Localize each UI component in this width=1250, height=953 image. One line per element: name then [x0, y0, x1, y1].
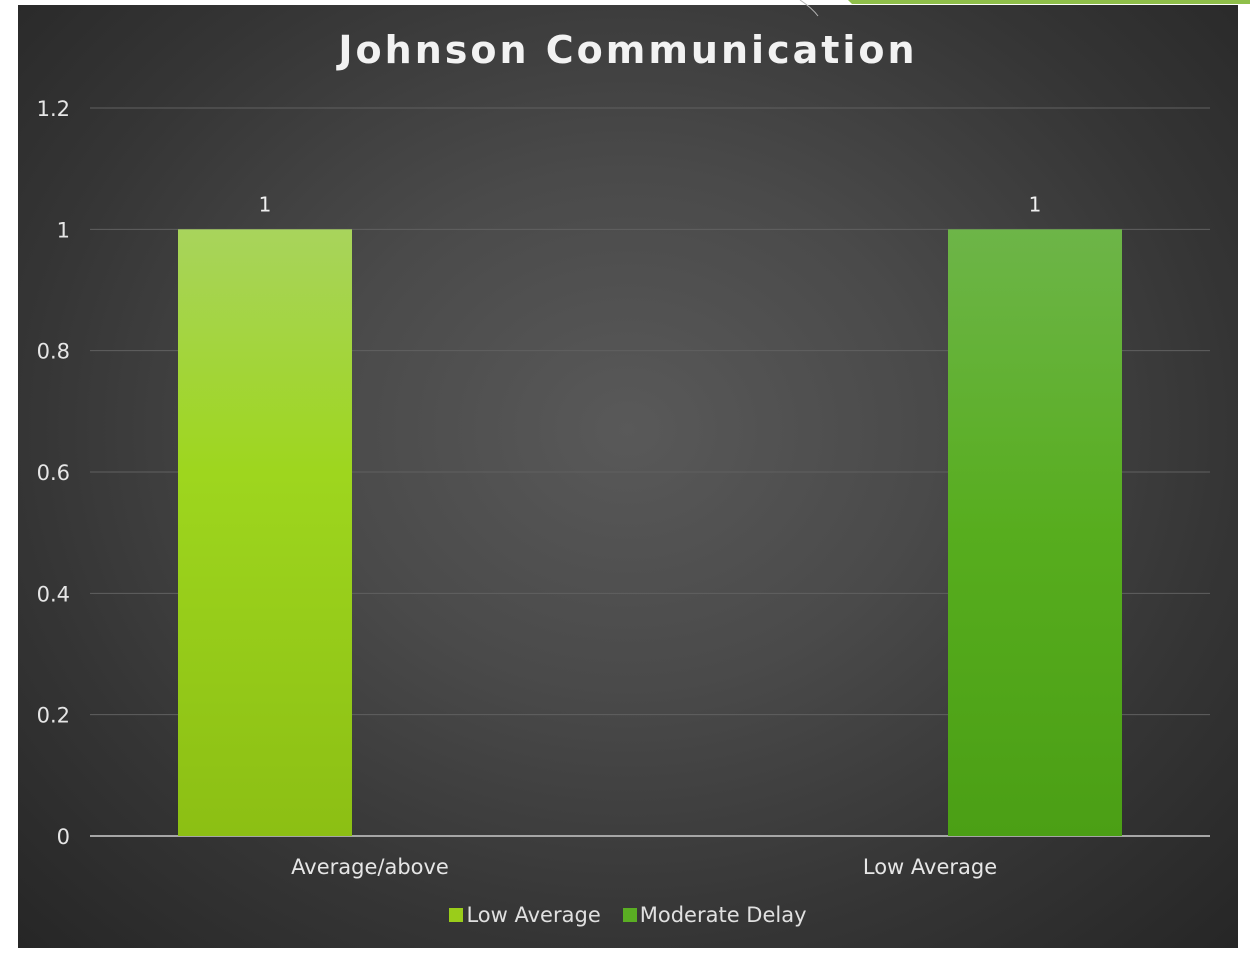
legend: Low Average Moderate Delay: [18, 903, 1238, 927]
y-tick-label: 1: [57, 218, 70, 242]
y-tick-label: 1.2: [37, 97, 70, 121]
bar: [178, 229, 352, 837]
legend-swatch-moderate-delay: [622, 908, 637, 922]
slide-decoration: [799, 0, 1250, 17]
data-label: 1: [259, 192, 272, 216]
y-tick-label: 0.4: [37, 582, 70, 606]
legend-swatch-low-average: [449, 908, 464, 922]
y-tick-label: 0.6: [37, 461, 70, 485]
data-label: 1: [1029, 192, 1042, 216]
bars: [178, 229, 1122, 837]
y-axis: 0 0.2 0.4 0.6 0.8 1 1.2: [37, 97, 70, 849]
x-tick-label: Low Average: [863, 855, 997, 879]
legend-item-low-average: Low Average: [449, 903, 601, 927]
x-tick-label: Average/above: [291, 855, 449, 879]
bar: [948, 229, 1122, 837]
legend-item-moderate-delay: Moderate Delay: [622, 903, 807, 927]
legend-label-low-average: Low Average: [466, 903, 601, 927]
y-tick-label: 0.8: [37, 340, 70, 364]
x-axis: Average/above Low Average: [291, 855, 997, 879]
legend-label-moderate-delay: Moderate Delay: [639, 903, 807, 927]
y-tick-label: 0.2: [37, 704, 70, 728]
y-tick-label: 0: [57, 825, 70, 849]
chart-title: Johnson Communication: [338, 28, 918, 72]
